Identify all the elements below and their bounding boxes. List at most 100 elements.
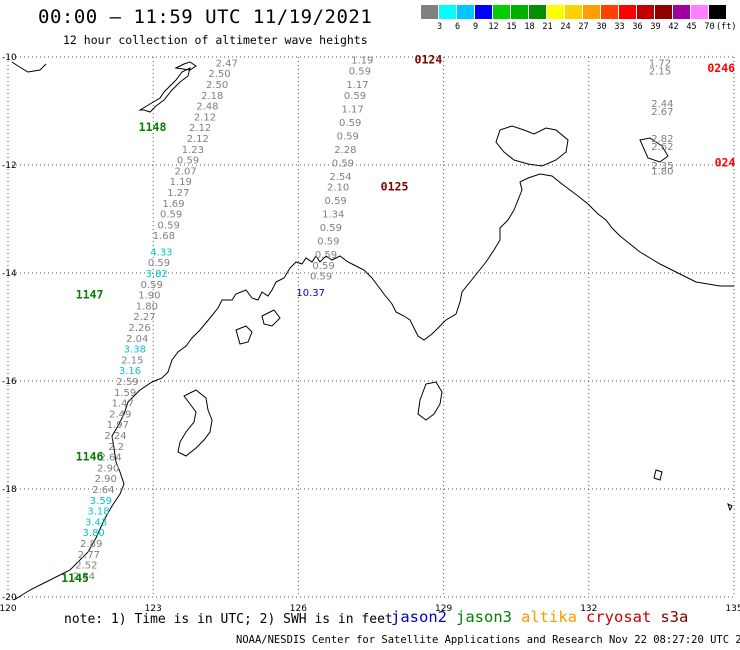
- wave-height-value: 0.59: [177, 156, 199, 167]
- altimeter-tracks: 2.472.502.502.182.482.122.122.121.230.59…: [61, 53, 735, 585]
- wave-height-value: 1.47: [112, 399, 134, 410]
- australia-north-coast: [13, 173, 734, 601]
- colorbar-swatch: [691, 5, 708, 19]
- y-tick-label: -20: [2, 593, 17, 603]
- y-tick-label: -16: [2, 377, 17, 387]
- y-tick-label: -10: [2, 53, 17, 63]
- colorbar-swatch: [565, 5, 582, 19]
- wave-height-value: 2.18: [201, 91, 223, 102]
- colorbar-label: 24: [560, 22, 571, 32]
- wave-height-value: 1.72: [649, 58, 671, 69]
- wave-height-value: 2.54: [329, 172, 351, 183]
- wave-height-value: 2.47: [216, 58, 238, 69]
- colorbar-label: 9: [472, 22, 479, 32]
- colorbar-swatch: [673, 5, 690, 19]
- wave-height-value: 0.59: [141, 280, 163, 291]
- pass-time-label: 1147: [76, 288, 104, 302]
- pass-time-label: 0246: [707, 61, 735, 75]
- wave-height-value: 2.90: [95, 474, 117, 485]
- colorbar-label: 15: [506, 22, 517, 32]
- colorbar-label: 33: [614, 22, 625, 32]
- wave-height-value: 2.90: [97, 463, 119, 474]
- wave-height-value: 2.35: [651, 161, 673, 172]
- wave-height-value: 0.59: [148, 258, 170, 269]
- colorbar-label: 12: [488, 22, 499, 32]
- colorbar-label: 42: [668, 22, 679, 32]
- axis-tick-labels: 120 123 126 129 132 135 -10 -12 -14 -16 -18 -20: [0, 53, 740, 614]
- x-tick-label: 120: [0, 604, 17, 614]
- island-sumba: [174, 61, 197, 71]
- legend-entry-jason3: jason3: [456, 608, 512, 626]
- wave-height-value: 2.84: [73, 571, 95, 582]
- wave-height-value: 2.59: [116, 377, 138, 388]
- x-tick-label: 135: [725, 604, 740, 614]
- wave-height-value: 3.16: [119, 366, 141, 377]
- colorbar-label: 21: [542, 22, 553, 32]
- wave-height-value: 2.07: [174, 166, 196, 177]
- colorbar-label: 39: [650, 22, 661, 32]
- legend-entry-jason2: jason2: [391, 608, 447, 626]
- wave-height-value: 2.44: [651, 99, 673, 110]
- wave-height-value: 3.18: [87, 507, 109, 518]
- colorbar-swatch: [475, 5, 492, 19]
- wave-height-value: 1.80: [651, 166, 673, 177]
- wave-height-value: 2.24: [104, 431, 126, 442]
- wave-height-value: 3.43: [85, 517, 107, 528]
- wave-height-value: 2.52: [75, 561, 97, 572]
- island-groote: [417, 381, 443, 421]
- wave-height-value: 2.82: [651, 134, 673, 145]
- colorbar-swatch: [601, 5, 618, 19]
- wave-height-value: 0.59: [349, 67, 371, 78]
- wave-height-value: 1.34: [322, 210, 344, 221]
- colorbar-label: 70: [704, 22, 715, 32]
- wave-height-value: 1.19: [351, 56, 373, 67]
- map-grid: [7, 56, 735, 598]
- map-subtitle: 12 hour collection of altimeter wave hei…: [63, 33, 368, 47]
- wave-height-value: 1.17: [346, 80, 368, 91]
- wave-height-value: 2.2: [108, 442, 124, 453]
- legend-entry-cryosat: cryosat: [586, 608, 652, 626]
- wave-height-value: 0.59: [315, 250, 337, 261]
- island-flores: [138, 67, 191, 113]
- coast-fragment-a: [177, 389, 213, 457]
- pass-time-label: 024: [715, 155, 736, 169]
- island-small-east: [653, 469, 663, 481]
- wave-height-value: 0.59: [312, 261, 334, 272]
- wave-height-value: 0.59: [325, 196, 347, 207]
- credit-line: NOAA/NESDIS Center for Satellite Applica…: [236, 634, 740, 646]
- coast-fragment-c: [261, 309, 281, 327]
- pass-time-label: 0124: [415, 53, 443, 67]
- wave-height-value: 4.33: [150, 247, 172, 258]
- colorbar-label: 3: [436, 22, 443, 32]
- wave-height-value: 0.59: [310, 272, 332, 283]
- coastline: [11, 61, 734, 601]
- wave-height-value: 2.26: [129, 323, 151, 334]
- footnote: note: 1) Time is in UTC; 2) SWH is in fe…: [64, 612, 393, 627]
- wave-height-value: 2.64: [92, 485, 114, 496]
- wave-height-value: 1.80: [136, 301, 158, 312]
- x-tick-label: 123: [145, 604, 162, 614]
- wave-height-value: 2.28: [334, 145, 356, 156]
- wave-height-value: 0.59: [344, 91, 366, 102]
- colorbar-label: 45: [686, 22, 697, 32]
- wave-height-value: 3.80: [83, 528, 105, 539]
- wave-height-value: 1.68: [153, 231, 175, 242]
- wave-height-value: 1.59: [114, 388, 136, 399]
- wave-height-value: 0.59: [158, 220, 180, 231]
- colorbar-swatch: [493, 5, 510, 19]
- cobourg-peninsula: [639, 137, 669, 163]
- wave-height-value: 0.59: [317, 237, 339, 248]
- wave-height-value: 3.59: [90, 496, 112, 507]
- y-tick-label: -18: [2, 485, 17, 495]
- wave-height-value: 0.59: [339, 118, 361, 129]
- wave-height-value: 3.82: [145, 269, 167, 280]
- wave-height-value: 2.04: [126, 334, 148, 345]
- colorbar-swatch: [511, 5, 528, 19]
- x-tick-label: 129: [435, 604, 452, 614]
- wave-height-value: 2.15: [649, 67, 671, 78]
- colorbar-swatch: [709, 5, 726, 19]
- wave-height-value: 0.59: [160, 210, 182, 221]
- pass-time-label: 0125: [381, 180, 409, 194]
- wave-height-value: 2.10: [327, 183, 349, 194]
- pass-time-label: 1148: [139, 120, 167, 134]
